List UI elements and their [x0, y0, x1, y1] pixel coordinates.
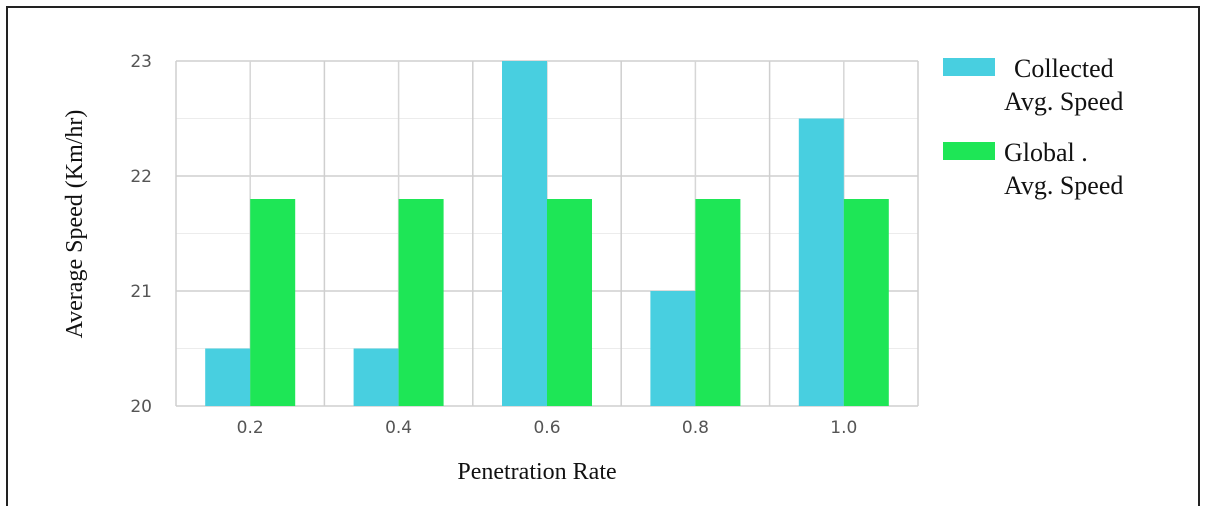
- bar-collected-0.8: [650, 291, 696, 406]
- legend-label-global-line2: Avg. Speed: [1004, 171, 1124, 200]
- y-tick-labels: 20 21 22 23: [130, 52, 152, 417]
- x-tick-label: 1.0: [830, 418, 857, 438]
- x-tick-label: 0.6: [533, 418, 560, 438]
- legend-label-collected-line2: Avg. Speed: [1004, 87, 1124, 116]
- legend-label-collected: Collected Avg. Speed: [1004, 52, 1194, 118]
- x-tick-label: 0.4: [385, 418, 412, 438]
- figure-frame: [6, 6, 1200, 506]
- bar-chart: 20 21 22 23 0.2 0.4 0.6 0.8 1.0 Penetration Rat…: [62, 52, 919, 485]
- legend-swatch-collected: [943, 58, 995, 76]
- y-tick-label: 23: [130, 52, 152, 72]
- legend-item-collected: Collected Avg. Speed: [943, 52, 1193, 136]
- bar-collected-0.4: [353, 348, 399, 406]
- y-tick-label: 21: [130, 282, 152, 302]
- bar-collected-1.0: [798, 118, 844, 406]
- y-tick-label: 22: [130, 167, 152, 187]
- legend-label-global-line1: Global .: [1004, 138, 1088, 167]
- legend: Collected Avg. Speed Global . Avg. Speed: [943, 52, 1193, 220]
- x-tick-label: 0.8: [682, 418, 709, 438]
- bar-global-1.0: [843, 199, 889, 406]
- x-tick-labels: 0.2 0.4 0.6 0.8 1.0: [237, 418, 858, 438]
- bars: [205, 61, 889, 406]
- legend-label-collected-line1: Collected: [1014, 54, 1114, 83]
- legend-label-global: Global . Avg. Speed: [1004, 136, 1194, 202]
- x-axis-title: Penetration Rate: [457, 459, 616, 485]
- x-tick-label: 0.2: [237, 418, 264, 438]
- legend-item-global: Global . Avg. Speed: [943, 136, 1193, 220]
- legend-swatch-global: [943, 142, 995, 160]
- bar-collected-0.6: [502, 61, 547, 406]
- bar-global-0.6: [547, 199, 592, 406]
- bar-global-0.4: [398, 199, 444, 406]
- y-tick-label: 20: [130, 397, 152, 417]
- y-axis-title: Average Speed (Km/hr): [62, 110, 88, 339]
- bar-global-0.2: [250, 199, 296, 406]
- bar-global-0.8: [695, 199, 741, 406]
- bar-collected-0.2: [205, 348, 251, 406]
